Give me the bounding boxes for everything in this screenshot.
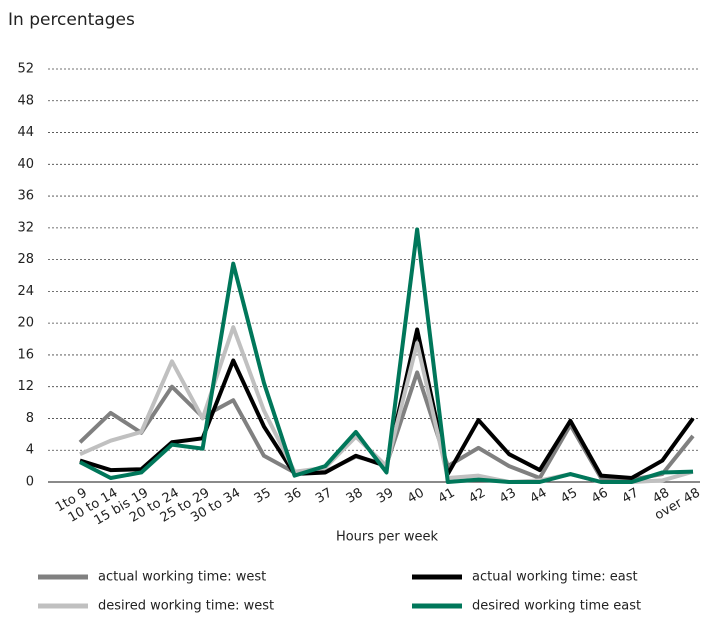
y-tick-label: 16 [17,347,34,362]
series-line [79,227,694,484]
series-line [79,327,695,481]
x-tick-label: 47 [620,486,642,507]
x-tick-label: 39 [374,486,396,507]
x-tick-label: 43 [497,486,519,507]
y-tick-label: 28 [17,252,34,267]
y-tick-label: 8 [26,411,34,426]
x-tick-label: 36 [282,486,304,507]
y-tick-label: 48 [17,93,34,108]
y-tick-label: 40 [17,157,34,172]
y-tick-label: 36 [17,189,34,204]
x-tick-label: 40 [405,486,427,507]
chart-subtitle: In percentages [8,10,135,30]
y-tick-label: 44 [17,125,34,140]
legend-label: actual working time: west [98,570,266,585]
y-tick-label: 20 [17,316,34,331]
y-tick-label: 52 [17,62,34,77]
x-tick-label: 42 [466,486,488,507]
x-tick-label: 35 [252,486,274,507]
x-tick-label: 48 [650,486,672,507]
y-tick-label: 32 [17,220,34,235]
legend-label: actual working time: east [472,570,638,585]
x-tick-label: 44 [528,486,550,507]
y-tick-label: 0 [26,475,34,490]
y-tick-label: 24 [17,284,34,299]
x-tick-label: 37 [313,486,335,507]
x-axis-label: Hours per week [336,530,439,545]
legend-label: desired working time east [472,599,641,614]
x-tick-label: 46 [589,486,611,507]
x-tick-label: 41 [436,486,458,507]
x-tick-label: 45 [558,486,580,507]
y-tick-label: 12 [17,379,34,394]
y-tick-label: 4 [26,443,34,458]
legend-label: desired working time: west [98,599,274,614]
x-tick-label: 38 [344,486,366,507]
